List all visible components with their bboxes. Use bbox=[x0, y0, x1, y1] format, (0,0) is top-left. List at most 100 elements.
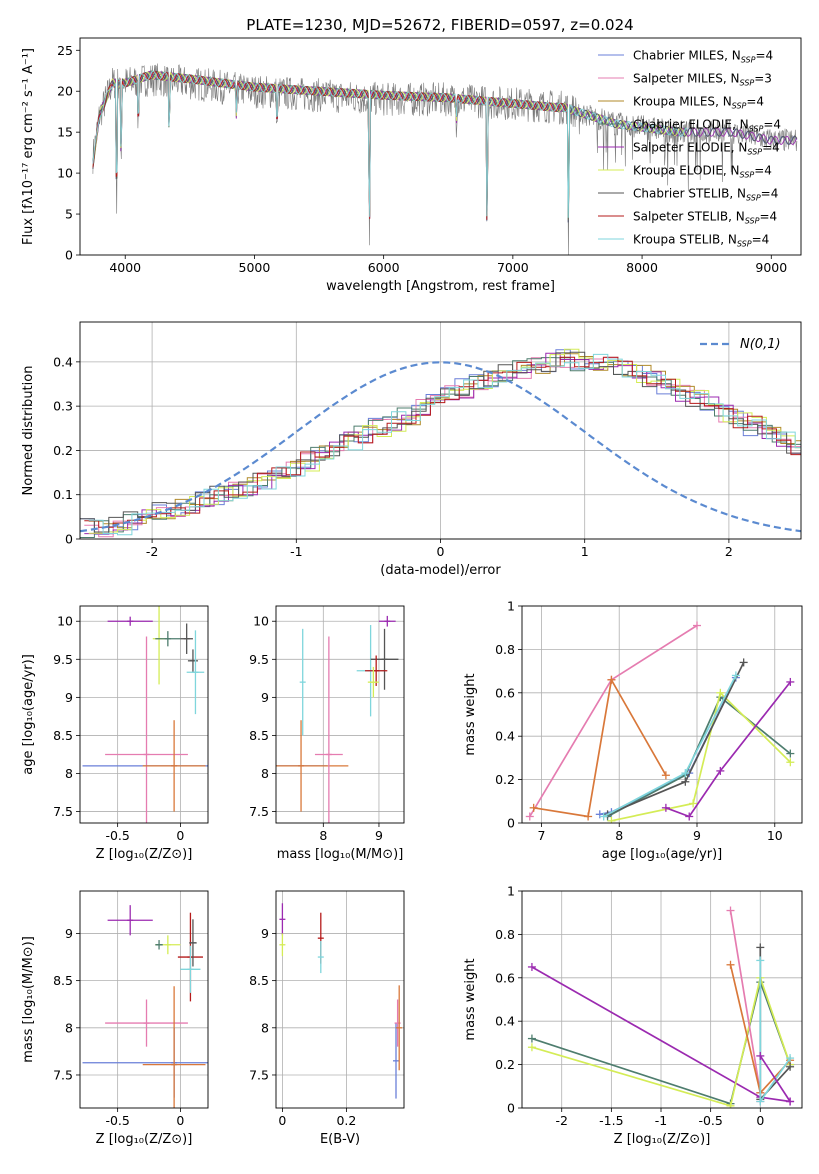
errorbar-point bbox=[142, 720, 206, 812]
legend-n-prefix: , N bbox=[731, 141, 748, 155]
axes-frame bbox=[79, 890, 209, 1109]
plot-area bbox=[80, 891, 208, 1108]
legend-model-name: Salpeter ELODIE bbox=[633, 141, 731, 155]
y-tick-label: 0.4 bbox=[53, 354, 73, 369]
legend-subscript: SSP bbox=[749, 125, 764, 134]
legend-subscript: SSP bbox=[740, 171, 755, 180]
plot-layer bbox=[525, 621, 795, 823]
axes-layer: 0 0.2 7.5 8 8.5 9 E(B-V) bbox=[249, 890, 405, 1147]
x-tick-label: -1.5 bbox=[599, 1113, 623, 1128]
legend-n-prefix: , N bbox=[728, 210, 745, 224]
x-tick-label: 5000 bbox=[239, 260, 271, 275]
legend-label: Salpeter ELODIE, NSSP=4 bbox=[633, 141, 780, 157]
y-tick-label: 1 bbox=[507, 599, 515, 614]
mass-weight-line bbox=[531, 974, 791, 1107]
axes-layer: -0.5 0 7.5 8 8.5 9 9.5 10 Z [log₁₀(Z/Z⊙)] age [lo… bbox=[21, 605, 209, 862]
plus-marker bbox=[661, 771, 670, 780]
y-tick-label: 8 bbox=[65, 1020, 73, 1035]
x-tick-label: 9000 bbox=[755, 260, 787, 275]
axes-layer: 4000 5000 6000 7000 8000 9000 0 5 10 15 20 25 wavele… bbox=[21, 37, 802, 294]
model-spectrum bbox=[92, 70, 687, 218]
plot-layer bbox=[276, 615, 399, 823]
plot-area bbox=[276, 606, 404, 823]
y-axis-label: mass [log₁₀(M/M⊙)] bbox=[21, 936, 36, 1063]
errorbar-point bbox=[180, 945, 201, 993]
x-tick-label: 8 bbox=[319, 828, 327, 843]
axes-layer: -2 -1 0 1 2 0 0.1 0.2 0.3 0.4 (data-model)/error No… bbox=[21, 321, 802, 578]
plot-layer bbox=[82, 606, 208, 823]
y-tick-label: 0.1 bbox=[53, 487, 73, 502]
plot-layer bbox=[527, 906, 795, 1108]
x-tick-label: -0.5 bbox=[698, 1113, 722, 1128]
y-tick-label: 9 bbox=[65, 690, 73, 705]
plus-marker bbox=[731, 671, 740, 680]
legend-n-prefix: , N bbox=[715, 95, 732, 109]
legend-subscript: SSP bbox=[745, 217, 760, 226]
legend-label: Kroupa MILES, NSSP=4 bbox=[633, 95, 764, 111]
x-tick-label: 0 bbox=[278, 1113, 286, 1128]
plot-layer bbox=[92, 63, 798, 255]
plus-marker bbox=[527, 1043, 536, 1052]
legend-model-name: Salpeter STELIB bbox=[633, 210, 728, 224]
x-axis-label: Z [log₁₀(Z/Z⊙)] bbox=[96, 1132, 193, 1147]
plot-area bbox=[522, 606, 802, 823]
y-tick-label: 8 bbox=[261, 1020, 269, 1035]
legend-model-name: Chabrier ELODIE bbox=[633, 118, 732, 132]
axes-frame bbox=[79, 321, 802, 540]
axes-frame bbox=[521, 605, 803, 824]
errorbar-point bbox=[107, 616, 153, 626]
y-tick-label: 0 bbox=[65, 532, 73, 547]
errorbar-point bbox=[317, 941, 324, 974]
panel-mass_vs_EBV: 0 0.2 7.5 8 8.5 9 E(B-V) bbox=[249, 890, 405, 1147]
legend-subscript: SSP bbox=[741, 56, 756, 65]
histogram-step bbox=[88, 348, 801, 534]
errorbar-point bbox=[314, 636, 343, 823]
x-tick-label: 0 bbox=[756, 1113, 764, 1128]
legend-label: Kroupa STELIB, NSSP=4 bbox=[633, 233, 769, 249]
x-tick-label: -0.5 bbox=[105, 1113, 129, 1128]
x-tick-label: 2 bbox=[725, 544, 733, 559]
plus-marker bbox=[661, 803, 670, 812]
axes-frame bbox=[275, 890, 405, 1109]
x-tick-label: 0.2 bbox=[336, 1113, 356, 1128]
plus-marker bbox=[756, 956, 765, 965]
panel-spectrum: 4000 5000 6000 7000 8000 9000 0 5 10 15 20 25 wavele… bbox=[21, 37, 802, 294]
errorbar-point bbox=[396, 985, 403, 1071]
figure-title: PLATE=1230, MJD=52672, FIBERID=0597, z=0… bbox=[246, 16, 633, 34]
legend-n-prefix: , N bbox=[723, 72, 740, 86]
plus-marker bbox=[607, 816, 616, 823]
x-tick-label: -2 bbox=[555, 1113, 567, 1128]
y-axis-label: mass weight bbox=[463, 673, 478, 755]
legend-n-value: =4 bbox=[759, 210, 777, 224]
plus-marker bbox=[681, 769, 690, 778]
y-tick-label: 0.2 bbox=[53, 443, 73, 458]
errorbar-point bbox=[365, 655, 388, 686]
plus-marker bbox=[693, 621, 701, 630]
y-tick-label: 5 bbox=[65, 207, 73, 222]
x-tick-label: 7000 bbox=[497, 260, 529, 275]
plus-marker bbox=[607, 675, 616, 684]
y-tick-label: 1 bbox=[507, 884, 515, 899]
errorbar-point bbox=[155, 631, 181, 647]
legend-subscript: SSP bbox=[746, 194, 761, 203]
histogram-step bbox=[84, 356, 801, 528]
legend-n-value: =3 bbox=[754, 72, 772, 86]
legend-model-name: Salpeter MILES bbox=[633, 72, 723, 86]
legend-n-value: =4 bbox=[746, 95, 764, 109]
errorbar-point bbox=[370, 628, 399, 690]
legend-label: N(0,1) bbox=[740, 337, 781, 352]
y-tick-label: 0.3 bbox=[53, 399, 73, 414]
legend-n-value: =4 bbox=[763, 118, 781, 132]
plus-marker bbox=[584, 812, 593, 821]
legend-label: Chabrier MILES, NSSP=4 bbox=[633, 49, 773, 65]
legend-model-name: Kroupa STELIB bbox=[633, 233, 720, 247]
legend-n-value: =4 bbox=[755, 49, 773, 63]
panel-mw_vs_age: 7 8 9 10 0 0.2 0.4 0.6 0.8 1 age [log₁₀(age/yr)] ma… bbox=[463, 599, 803, 862]
panel-mw_vs_Z: -2 -1.5 -1 -0.5 0 0 0.2 0.4 0.6 0.8 1 Z [log₁₀(Z/Z⊙… bbox=[463, 884, 803, 1147]
plus-marker bbox=[726, 906, 735, 915]
axes-layer: -0.5 0 7.5 8 8.5 9 Z [log₁₀(Z/Z⊙)] mass [log₁₀(… bbox=[21, 890, 209, 1147]
plus-marker bbox=[786, 1054, 795, 1063]
x-tick-label: 10 bbox=[767, 828, 783, 843]
